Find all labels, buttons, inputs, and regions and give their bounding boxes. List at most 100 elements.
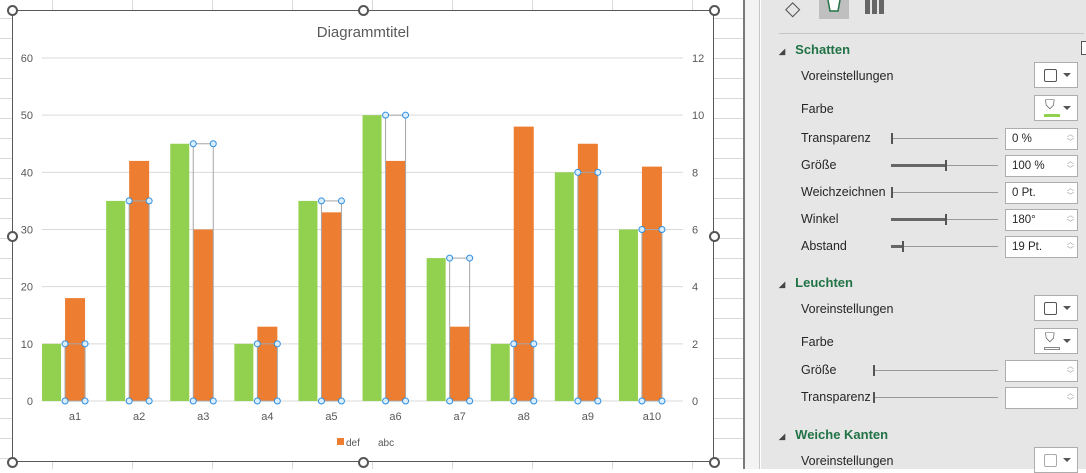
resize-handle[interactable] bbox=[7, 231, 18, 242]
y2-tick-label: 12 bbox=[692, 53, 704, 65]
slider-thumb[interactable] bbox=[944, 214, 947, 225]
resize-handle[interactable] bbox=[709, 457, 720, 468]
shadow-row-label: Weichzeichnen bbox=[801, 185, 886, 199]
selection-handle bbox=[510, 397, 518, 405]
shadow-row-slider[interactable] bbox=[891, 214, 998, 225]
y-tick-label: 0 bbox=[27, 396, 33, 408]
selection-handle bbox=[574, 397, 582, 405]
shadow-color-label: Farbe bbox=[801, 102, 834, 116]
fill-line-icon[interactable]: ◇ bbox=[785, 0, 801, 20]
selection-handle bbox=[61, 397, 69, 405]
selection-handle bbox=[638, 226, 646, 233]
slider-thumb[interactable] bbox=[873, 392, 875, 403]
soft-edges-presets-label: Voreinstellungen bbox=[801, 454, 894, 468]
resize-handle[interactable] bbox=[358, 5, 369, 16]
chart-area[interactable]: 0 10 20 30 40 50 60 0 2 4 6 8 10 12 Diagrammtitel a1 a2 a… bbox=[7, 5, 720, 468]
selection-handle bbox=[253, 397, 261, 405]
legend-abc-label: abc bbox=[378, 438, 394, 449]
glow-color-dropdown[interactable]: ⛉ bbox=[1034, 328, 1078, 354]
slider-thumb[interactable] bbox=[891, 187, 893, 198]
shadow-row-label: Größe bbox=[801, 158, 837, 172]
x-tick-label: a3 bbox=[197, 411, 209, 423]
pane-splitter[interactable] bbox=[745, 0, 760, 469]
shadow-row-spinner[interactable]: 19 Pt. ︿ ﹀ bbox=[1005, 236, 1078, 258]
slider-thumb[interactable] bbox=[873, 365, 875, 376]
selection-handle bbox=[402, 111, 410, 119]
selection-handle bbox=[317, 197, 325, 205]
color-swatch bbox=[1044, 114, 1060, 117]
section-soft-edges[interactable]: ◢ Weiche Kanten bbox=[779, 427, 889, 442]
slider-thumb[interactable] bbox=[901, 241, 904, 252]
resize-handle[interactable] bbox=[709, 231, 720, 242]
selection-handle bbox=[530, 397, 538, 405]
y-tick-label: 20 bbox=[21, 282, 33, 294]
shadow-row-spinner[interactable]: 0 % ︿ ﹀ bbox=[1005, 128, 1078, 150]
x-tick-label: a10 bbox=[643, 411, 661, 423]
spin-arrows-icon[interactable]: ︿ ﹀ bbox=[1067, 390, 1074, 405]
selection-handle bbox=[273, 397, 281, 405]
paint-bucket-icon: ⛉ bbox=[1045, 97, 1055, 112]
spin-arrows-icon[interactable]: ︿ ﹀ bbox=[1067, 363, 1074, 378]
spinner-value: 100 % bbox=[1012, 160, 1045, 172]
series-options-icon[interactable] bbox=[865, 0, 887, 18]
section-glow[interactable]: ◢ Leuchten bbox=[779, 275, 853, 290]
shadow-row-label: Winkel bbox=[801, 212, 839, 226]
section-title: Schatten bbox=[795, 42, 851, 57]
section-title: Weiche Kanten bbox=[795, 427, 889, 442]
y2-tick-label: 6 bbox=[692, 225, 698, 237]
spin-arrows-icon[interactable]: ︿ ﹀ bbox=[1067, 212, 1074, 227]
x-tick-label: a4 bbox=[261, 411, 273, 423]
resize-handle[interactable] bbox=[709, 5, 720, 16]
glow-presets-dropdown[interactable] bbox=[1034, 295, 1078, 321]
selection-handle bbox=[209, 397, 217, 405]
abc-bar bbox=[128, 200, 150, 402]
spin-arrows-icon[interactable]: ︿ ﹀ bbox=[1067, 239, 1074, 254]
soft-edges-presets-dropdown[interactable] bbox=[1034, 447, 1078, 473]
shadow-color-dropdown[interactable]: ⛉ bbox=[1034, 95, 1078, 121]
section-shadow[interactable]: ◢ Schatten bbox=[779, 42, 851, 57]
chart-svg[interactable]: 0 10 20 30 40 50 60 0 2 4 6 8 10 12 Diagrammtitel a1 a2 a… bbox=[1, 1, 741, 470]
shadow-row-spinner[interactable]: 100 % ︿ ﹀ bbox=[1005, 155, 1078, 177]
selection-handle bbox=[446, 397, 454, 405]
spinner-value: 0 Pt. bbox=[1012, 187, 1036, 199]
shadow-row-slider[interactable] bbox=[891, 187, 998, 198]
selection-handle bbox=[125, 197, 133, 205]
glow-presets-label: Voreinstellungen bbox=[801, 302, 894, 316]
selection-handle bbox=[81, 397, 89, 405]
spin-arrows-icon[interactable]: ︿ ﹀ bbox=[1067, 158, 1074, 173]
glow-row-spinner[interactable]: ︿ ﹀ bbox=[1005, 387, 1078, 409]
glow-row-spinner[interactable]: ︿ ﹀ bbox=[1005, 360, 1078, 382]
shadow-row-slider[interactable] bbox=[891, 241, 998, 252]
shadow-row-spinner[interactable]: 180° ︿ ﹀ bbox=[1005, 209, 1078, 231]
selection-handle bbox=[658, 397, 666, 405]
abc-shadow-bar bbox=[362, 115, 382, 402]
glow-row-slider[interactable] bbox=[873, 365, 998, 376]
abc-bar bbox=[449, 257, 471, 402]
x-tick-label: a2 bbox=[133, 411, 145, 423]
sheet-divider bbox=[743, 0, 745, 469]
selection-handle bbox=[446, 254, 454, 262]
color-swatch bbox=[1044, 347, 1060, 350]
resize-handle[interactable] bbox=[358, 457, 369, 468]
y-tick-label: 40 bbox=[21, 167, 33, 179]
effects-icon[interactable] bbox=[819, 0, 849, 19]
shadow-row-spinner[interactable]: 0 Pt. ︿ ﹀ bbox=[1005, 182, 1078, 204]
chevron-down-icon bbox=[1063, 306, 1071, 310]
spin-arrows-icon[interactable]: ︿ ﹀ bbox=[1067, 185, 1074, 200]
selection-handle bbox=[658, 226, 666, 233]
scrollbar[interactable] bbox=[1081, 41, 1086, 55]
shadow-row-slider[interactable] bbox=[891, 133, 998, 144]
preset-icon bbox=[1044, 302, 1057, 315]
selection-handle bbox=[189, 140, 197, 148]
slider-thumb[interactable] bbox=[944, 160, 947, 171]
slider-thumb[interactable] bbox=[891, 133, 893, 144]
shadow-row-slider[interactable] bbox=[891, 160, 998, 171]
shadow-presets-dropdown[interactable] bbox=[1034, 62, 1078, 88]
abc-bar bbox=[320, 200, 342, 402]
format-data-series-panel: ◇ ◢ Schatten Voreinstellungen Farbe ⛉ Tra… bbox=[761, 0, 1086, 473]
resize-handle[interactable] bbox=[7, 5, 18, 16]
resize-handle[interactable] bbox=[7, 457, 18, 468]
spin-arrows-icon[interactable]: ︿ ﹀ bbox=[1067, 131, 1074, 146]
glow-row-slider[interactable] bbox=[873, 392, 998, 403]
selection-handle bbox=[574, 168, 582, 176]
